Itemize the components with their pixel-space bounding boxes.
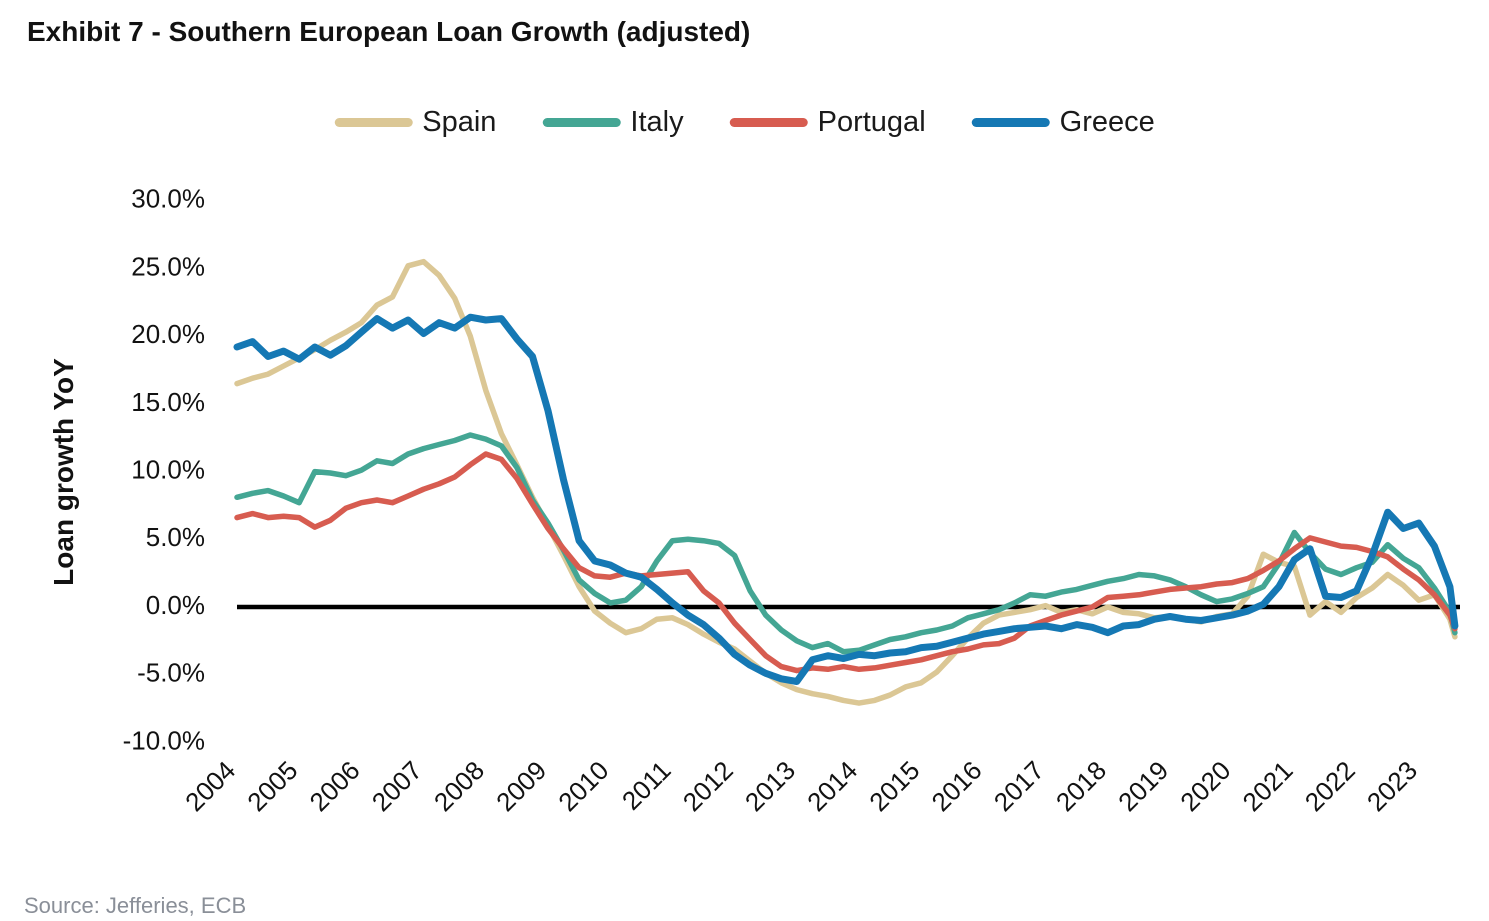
legend-swatch-italy: [542, 118, 621, 127]
legend-item-portugal: Portugal: [729, 106, 926, 139]
x-tick-label: 2023: [1361, 755, 1423, 817]
x-tick-label: 2009: [490, 755, 552, 817]
x-tick-label: 2020: [1174, 755, 1236, 817]
x-tick-label: 2011: [616, 755, 677, 816]
y-tick-label: 5.0%: [146, 522, 205, 552]
series-line-italy: [234, 432, 1458, 655]
series-line-portugal: [234, 451, 1458, 674]
y-tick-label: 15.0%: [131, 387, 205, 417]
y-tick-label: 25.0%: [131, 251, 205, 281]
x-tick-label: 2017: [988, 755, 1050, 817]
x-tick-label: 2022: [1299, 755, 1361, 817]
legend-item-greece: Greece: [971, 106, 1155, 139]
x-tick-label: 2005: [241, 755, 303, 817]
legend: Spain Italy Portugal Greece: [334, 106, 1155, 139]
x-tick-label: 2019: [1112, 755, 1174, 817]
y-tick-label: -10.0%: [123, 725, 205, 755]
y-tick-label: -5.0%: [137, 658, 205, 688]
legend-swatch-greece: [971, 118, 1050, 127]
x-tick-label: 2004: [179, 755, 241, 817]
y-tick-label: 0.0%: [146, 590, 205, 620]
legend-swatch-portugal: [729, 118, 808, 127]
x-tick-label: 2010: [552, 755, 614, 817]
x-tick-label: 2021: [1237, 755, 1299, 817]
source-note: Source: Jefferies, ECB: [24, 893, 247, 918]
x-tick-label: 2008: [428, 755, 490, 817]
legend-label: Spain: [422, 106, 497, 138]
legend-label: Greece: [1059, 106, 1155, 138]
legend-label: Italy: [630, 106, 684, 138]
series-line-greece: [233, 313, 1459, 685]
series-line-spain: [234, 258, 1458, 706]
x-tick-label: 2007: [366, 755, 428, 817]
x-tick-label: 2006: [304, 755, 366, 817]
legend-item-spain: Spain: [334, 106, 496, 139]
y-tick-label: 30.0%: [131, 184, 205, 214]
x-tick-label: 2014: [801, 755, 863, 817]
x-tick-label: 2018: [1050, 755, 1112, 817]
x-tick-label: 2015: [863, 755, 925, 817]
x-tick-label: 2013: [739, 755, 801, 817]
y-axis-title: Loan growth YoY: [48, 358, 79, 586]
y-tick-label: 10.0%: [131, 454, 205, 484]
y-tick-label: 20.0%: [131, 319, 205, 349]
legend-label: Portugal: [817, 106, 926, 138]
x-tick-label: 2016: [926, 755, 988, 817]
chart-title: Exhibit 7 - Southern European Loan Growt…: [27, 16, 751, 47]
x-tick-label: 2012: [677, 755, 739, 817]
legend-item-italy: Italy: [542, 106, 684, 139]
legend-swatch-spain: [334, 118, 413, 127]
